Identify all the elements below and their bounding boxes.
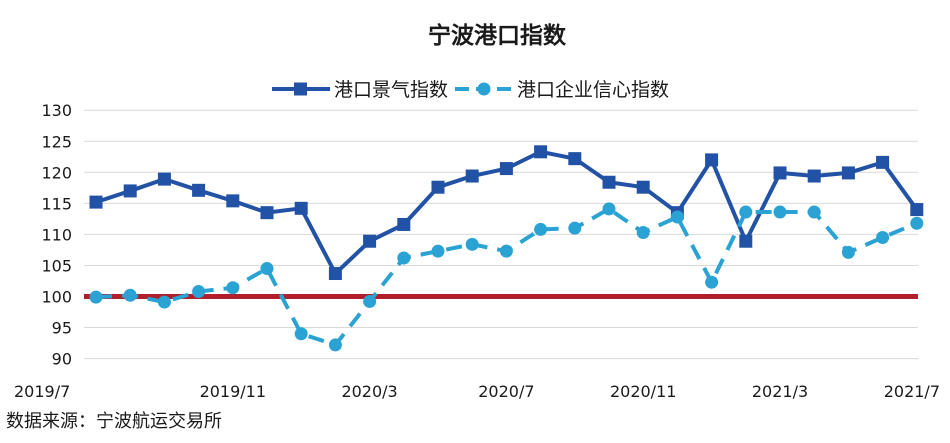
gridlines — [84, 109, 918, 360]
data-point-enterprise-confidence — [705, 275, 719, 289]
data-point-enterprise-confidence — [123, 288, 137, 302]
y-tick-label: 125 — [41, 132, 72, 151]
x-tick-label: 2021/3 — [752, 382, 808, 401]
y-tick-label: 110 — [41, 225, 72, 244]
data-point-port-prosperity — [602, 175, 616, 189]
data-point-enterprise-confidence — [260, 262, 274, 276]
y-tick-label: 90 — [52, 350, 72, 369]
x-tick-label: 2020/7 — [478, 382, 534, 401]
x-tick-label: 2021/7 — [884, 382, 940, 401]
legend-marker-enterprise-confidence — [477, 82, 491, 96]
data-point-enterprise-confidence — [807, 205, 821, 219]
data-point-enterprise-confidence — [294, 327, 308, 341]
data-point-port-prosperity — [397, 217, 411, 231]
legend-label-enterprise-confidence: 港口企业信心指数 — [517, 79, 669, 101]
data-point-enterprise-confidence — [910, 216, 924, 230]
data-point-port-prosperity — [89, 195, 103, 209]
data-point-port-prosperity — [294, 201, 308, 215]
data-point-enterprise-confidence — [226, 281, 240, 295]
data-point-enterprise-confidence — [568, 221, 582, 235]
data-point-port-prosperity — [705, 153, 719, 167]
y-tick-label: 130 — [41, 101, 72, 120]
data-point-enterprise-confidence — [773, 205, 787, 219]
y-tick-label: 115 — [41, 194, 72, 213]
data-point-enterprise-confidence — [739, 205, 753, 219]
data-point-port-prosperity — [739, 234, 753, 248]
data-point-enterprise-confidence — [876, 231, 890, 244]
x-tick-label: 2019/7 — [14, 382, 70, 401]
x-axis-ticks: 2019/7 2019/11 2020/3 2020/7 2020/11 2021/3 20… — [14, 382, 940, 401]
y-tick-label: 100 — [41, 287, 72, 306]
data-point-enterprise-confidence — [841, 245, 855, 259]
data-point-port-prosperity — [465, 169, 479, 183]
data-point-port-prosperity — [841, 166, 855, 180]
data-point-enterprise-confidence — [499, 244, 513, 258]
data-point-enterprise-confidence — [431, 244, 445, 258]
data-point-port-prosperity — [328, 267, 342, 281]
x-tick-label: 2020/3 — [341, 382, 397, 401]
y-axis-ticks: 130 125 120 115 110 105 100 95 90 — [41, 101, 72, 368]
data-point-port-prosperity — [636, 180, 650, 194]
y-tick-label: 105 — [41, 256, 72, 275]
data-point-port-prosperity — [192, 183, 206, 197]
data-point-enterprise-confidence — [534, 222, 548, 236]
data-point-port-prosperity — [807, 169, 821, 183]
data-point-port-prosperity — [431, 180, 445, 194]
data-point-port-prosperity — [910, 203, 924, 217]
data-point-enterprise-confidence — [192, 285, 206, 299]
data-point-enterprise-confidence — [328, 338, 342, 352]
series-layer — [89, 145, 924, 352]
y-tick-label: 120 — [41, 163, 72, 182]
data-point-enterprise-confidence — [465, 237, 479, 251]
data-point-port-prosperity — [773, 166, 787, 180]
chart-title: 宁波港口指数 — [428, 22, 567, 49]
data-point-enterprise-confidence — [670, 210, 684, 224]
y-tick-label: 95 — [52, 319, 72, 338]
data-point-port-prosperity — [157, 172, 171, 186]
x-tick-label: 2019/11 — [200, 382, 266, 401]
data-point-enterprise-confidence — [397, 251, 411, 265]
data-point-enterprise-confidence — [157, 295, 171, 309]
legend-label-port-prosperity: 港口景气指数 — [334, 79, 448, 101]
data-point-enterprise-confidence — [89, 290, 103, 304]
data-point-enterprise-confidence — [602, 202, 616, 216]
data-point-port-prosperity — [226, 194, 240, 208]
data-point-enterprise-confidence — [636, 226, 650, 240]
data-point-enterprise-confidence — [363, 294, 377, 308]
data-point-port-prosperity — [499, 162, 513, 176]
data-point-port-prosperity — [534, 145, 548, 159]
legend-marker-port-prosperity — [294, 82, 307, 96]
legend: 港口景气指数 港口企业信心指数 — [272, 79, 669, 101]
x-tick-label: 2020/11 — [610, 382, 676, 401]
data-point-port-prosperity — [568, 152, 582, 166]
data-point-port-prosperity — [123, 184, 137, 198]
series-line-enterprise-confidence — [95, 206, 918, 347]
data-point-port-prosperity — [260, 206, 274, 220]
source-note: 数据来源：宁波航运交易所 — [6, 411, 222, 432]
data-point-port-prosperity — [876, 155, 890, 169]
data-point-port-prosperity — [363, 234, 377, 248]
